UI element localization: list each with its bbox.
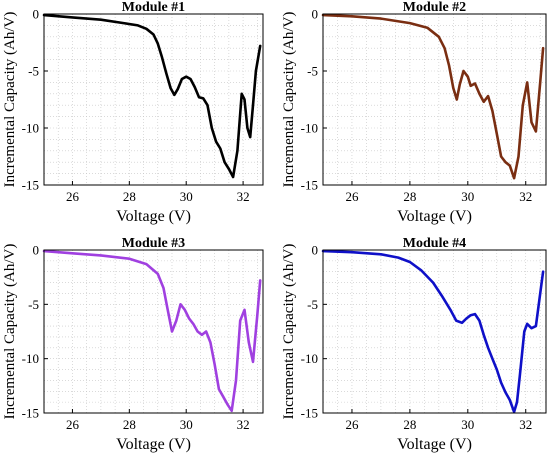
chart-title: Module #4 — [403, 236, 466, 251]
x-axis-label: Voltage (V) — [116, 436, 191, 453]
x-axis-label: Voltage (V) — [116, 208, 191, 225]
chart-panel-2: 26 28 30 32 0 -5 -10 -15 Module #2 Voltage (V) Inc… — [281, 0, 547, 225]
y-tick-label: -15 — [22, 406, 39, 421]
chart-panel-3: 26 28 30 32 0 -5 -10 -15 Module #3 Voltage (V) Inc… — [2, 236, 264, 453]
x-tick-label: 26 — [66, 417, 80, 432]
chart-title: Module #3 — [122, 236, 185, 251]
axes-box — [43, 13, 264, 186]
y-tick-label: -15 — [301, 406, 318, 421]
axes-box — [322, 13, 547, 186]
x-tick-label: 30 — [461, 417, 474, 432]
y-axis-label: Incremental Capacity (Ah/V) — [2, 244, 18, 420]
chart-panel-1: 26 28 30 32 0 -5 -10 -15 Module #1 Voltage (V) Inc… — [2, 0, 264, 225]
axes-box — [322, 249, 547, 414]
plot-area — [323, 14, 546, 185]
y-tick-label: -10 — [301, 121, 318, 136]
axes-box — [43, 249, 264, 414]
x-tick-label: 32 — [519, 189, 532, 204]
series-line-1 — [321, 249, 545, 414]
y-axis-label: Incremental Capacity (Ah/V) — [281, 244, 297, 420]
y-tick-label: -5 — [307, 64, 318, 79]
y-tick-label: -5 — [28, 297, 39, 312]
y-tick-label: -10 — [301, 351, 318, 366]
x-tick-label: 28 — [403, 417, 416, 432]
y-tick-label: -5 — [307, 297, 318, 312]
y-axis-label: Incremental Capacity (Ah/V) — [281, 12, 297, 188]
plot-area — [44, 250, 263, 413]
y-tick-label: -10 — [22, 351, 39, 366]
y-tick-label: -15 — [22, 178, 39, 193]
x-tick-label: 26 — [66, 189, 80, 204]
x-tick-label: 28 — [123, 417, 136, 432]
x-tick-label: 30 — [180, 417, 193, 432]
x-tick-label: 28 — [403, 189, 416, 204]
chart-title: Module #2 — [403, 0, 466, 15]
x-tick-label: 32 — [519, 417, 532, 432]
series-line-1 — [42, 249, 262, 413]
y-tick-label: 0 — [33, 7, 40, 22]
y-tick-label: 0 — [312, 243, 319, 258]
y-tick-label: -15 — [301, 178, 318, 193]
plot-area — [44, 14, 263, 185]
y-axis-label: Incremental Capacity (Ah/V) — [2, 12, 18, 188]
y-tick-label: 0 — [33, 243, 40, 258]
x-tick-label: 32 — [237, 417, 250, 432]
plot-area — [323, 250, 546, 413]
chart-panel-4: 26 28 30 32 0 -5 -10 -15 Module #4 Voltage (V) Inc… — [281, 236, 547, 453]
x-tick-label: 32 — [237, 189, 250, 204]
x-tick-label: 30 — [461, 189, 474, 204]
x-axis-label: Voltage (V) — [397, 208, 472, 225]
chart-title: Module #1 — [122, 0, 185, 15]
x-tick-label: 26 — [345, 417, 359, 432]
y-tick-label: -5 — [28, 64, 39, 79]
series-line-1 — [42, 13, 262, 179]
y-tick-label: 0 — [312, 7, 319, 22]
x-tick-label: 30 — [180, 189, 193, 204]
x-tick-label: 28 — [123, 189, 136, 204]
y-tick-label: -10 — [22, 121, 39, 136]
series-line-1 — [321, 13, 545, 180]
x-tick-label: 26 — [345, 189, 359, 204]
x-axis-label: Voltage (V) — [397, 436, 472, 453]
